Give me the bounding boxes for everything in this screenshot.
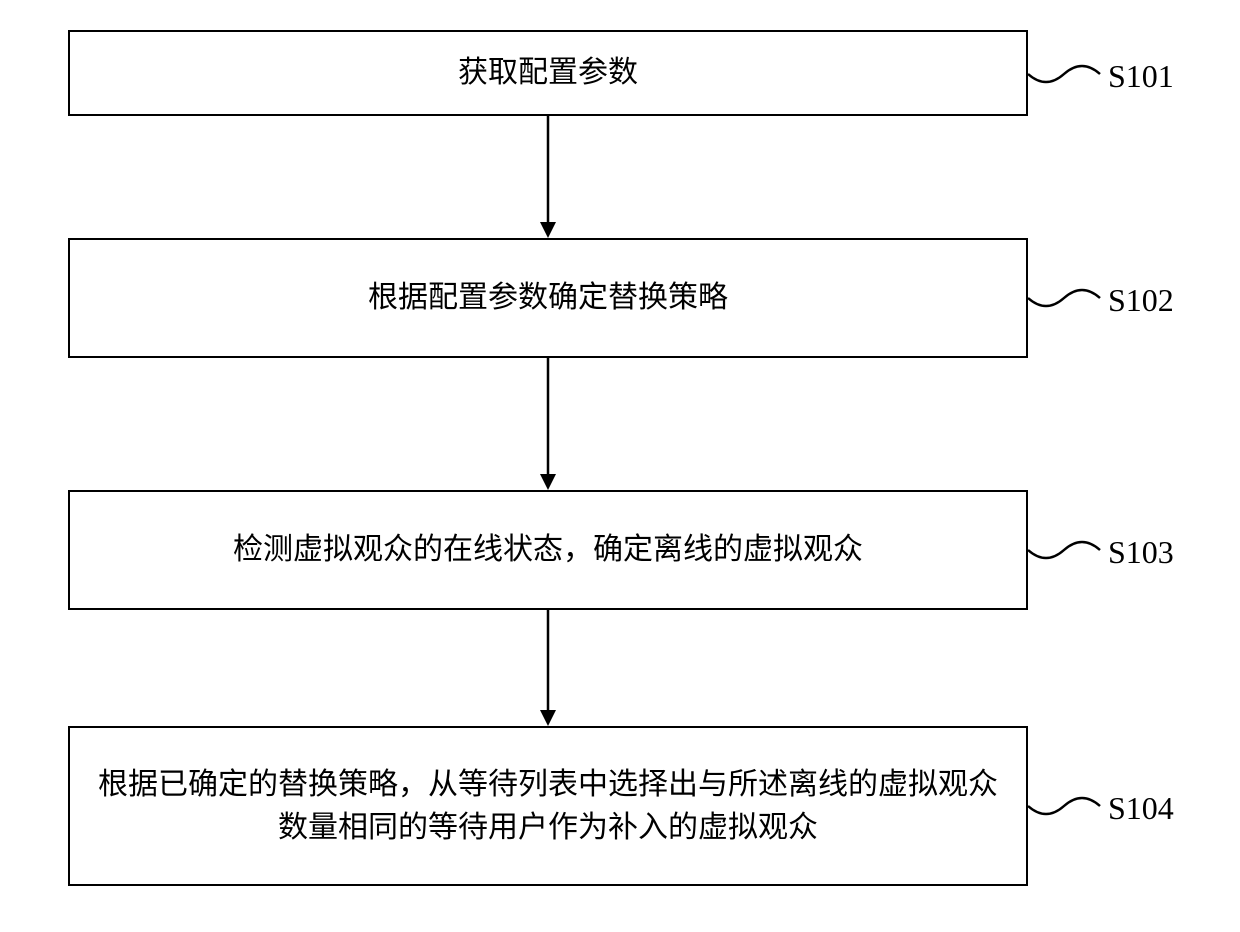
- node-s101-text: 获取配置参数: [458, 51, 638, 95]
- label-s102: S102: [1108, 282, 1174, 319]
- connector-s102: [1028, 280, 1100, 320]
- node-s103-text: 检测虚拟观众的在线状态，确定离线的虚拟观众: [233, 528, 863, 572]
- node-s104-text: 根据已确定的替换策略，从等待列表中选择出与所述离线的虚拟观众数量相同的等待用户作…: [90, 763, 1006, 850]
- node-s104: 根据已确定的替换策略，从等待列表中选择出与所述离线的虚拟观众数量相同的等待用户作…: [68, 726, 1028, 886]
- label-s101: S101: [1108, 58, 1174, 95]
- label-s103: S103: [1108, 534, 1174, 571]
- node-s103: 检测虚拟观众的在线状态，确定离线的虚拟观众: [68, 490, 1028, 610]
- label-s104: S104: [1108, 790, 1174, 827]
- arrow-s102-s103: [536, 358, 560, 492]
- node-s102: 根据配置参数确定替换策略: [68, 238, 1028, 358]
- flowchart-canvas: 获取配置参数 根据配置参数确定替换策略 检测虚拟观众的在线状态，确定离线的虚拟观…: [0, 0, 1240, 932]
- arrow-s103-s104: [536, 610, 560, 728]
- connector-s101: [1028, 56, 1100, 96]
- node-s102-text: 根据配置参数确定替换策略: [368, 276, 728, 320]
- connector-s103: [1028, 532, 1100, 572]
- arrow-s101-s102: [536, 116, 560, 240]
- connector-s104: [1028, 788, 1100, 828]
- node-s101: 获取配置参数: [68, 30, 1028, 116]
